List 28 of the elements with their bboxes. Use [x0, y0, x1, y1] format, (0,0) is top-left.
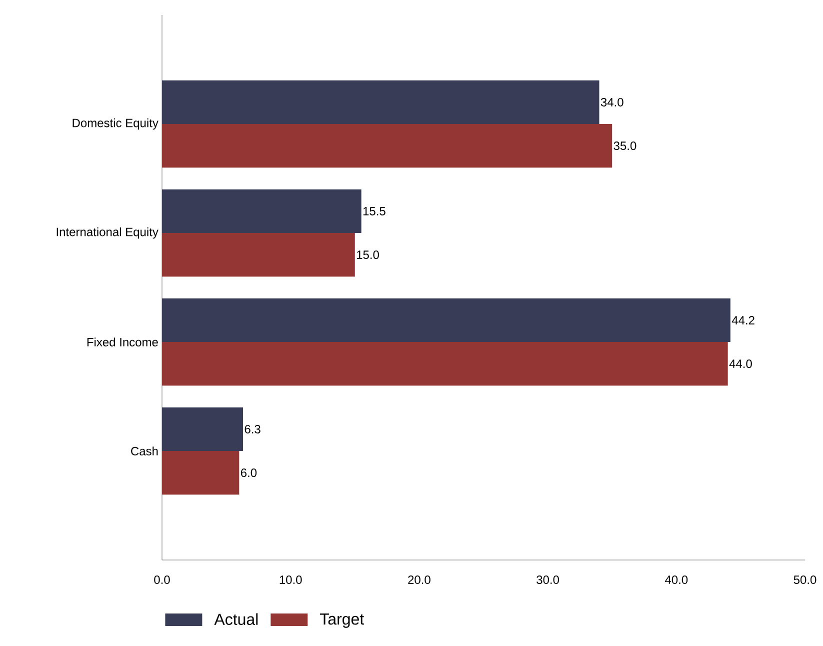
- y-tick-label: International Equity: [56, 227, 158, 239]
- legend-label: Target: [320, 614, 364, 628]
- x-tick-label: 20.0: [408, 576, 430, 584]
- x-tick-label: 10.0: [280, 576, 302, 584]
- bar: [162, 298, 730, 342]
- data-label: 15.5: [363, 207, 386, 216]
- data-label: 44.0: [729, 360, 752, 368]
- bar: [162, 450, 240, 495]
- data-label: 6.0: [240, 468, 257, 478]
- x-tick-label: 30.0: [536, 576, 560, 584]
- x-tick-label: 40.0: [665, 576, 688, 584]
- data-label: 34.0: [600, 98, 624, 106]
- bar: [162, 407, 244, 451]
- bar: [162, 124, 612, 168]
- bar: [162, 80, 600, 124]
- data-label: 15.0: [357, 250, 379, 260]
- bar: [162, 189, 362, 233]
- data-label: 6.3: [244, 424, 260, 434]
- y-tick-label: Domestic Equity: [72, 118, 158, 130]
- bar: [162, 233, 355, 277]
- data-label: 44.2: [732, 316, 754, 324]
- y-tick-label: Cash: [131, 446, 158, 456]
- y-tick-label: Fixed Income: [87, 338, 158, 346]
- legend-label: Actual: [214, 613, 258, 625]
- bar: [162, 342, 728, 386]
- data-label: 35.0: [614, 142, 636, 150]
- x-tick-label: 50.0: [794, 576, 816, 584]
- x-tick-label: 0.0: [154, 576, 170, 584]
